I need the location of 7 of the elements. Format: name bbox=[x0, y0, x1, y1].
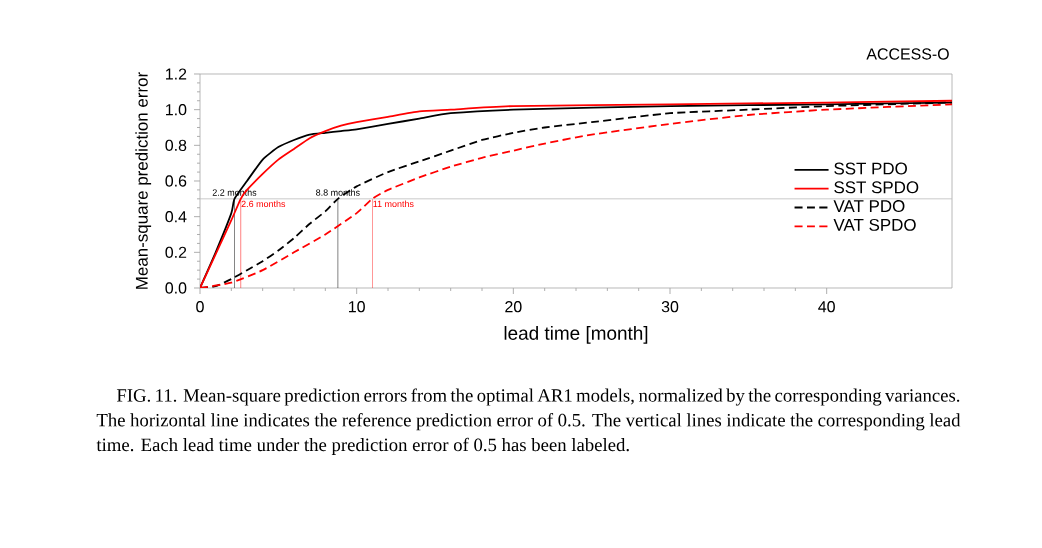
caption: FIG. 11. Mean-square prediction errors from the optimal AR1 models, normalized by the corresponding variances. The horizontal line indicates the reference prediction error of 0.5. The vertical lines indicate the corresponding lead time. Each lead time under the prediction error of 0.5 has been labeled. bbox=[96, 388, 961, 455]
legend-label: VAT PDO bbox=[833, 200, 905, 213]
legend-label: VAT SPDO bbox=[833, 218, 916, 231]
legend-label: SST PDO bbox=[834, 162, 907, 175]
x-axis-title: lead time [month] bbox=[504, 326, 648, 344]
y-axis-title: Mean-square prediction error bbox=[135, 72, 152, 289]
legend-label: SST SPDO bbox=[834, 181, 919, 194]
